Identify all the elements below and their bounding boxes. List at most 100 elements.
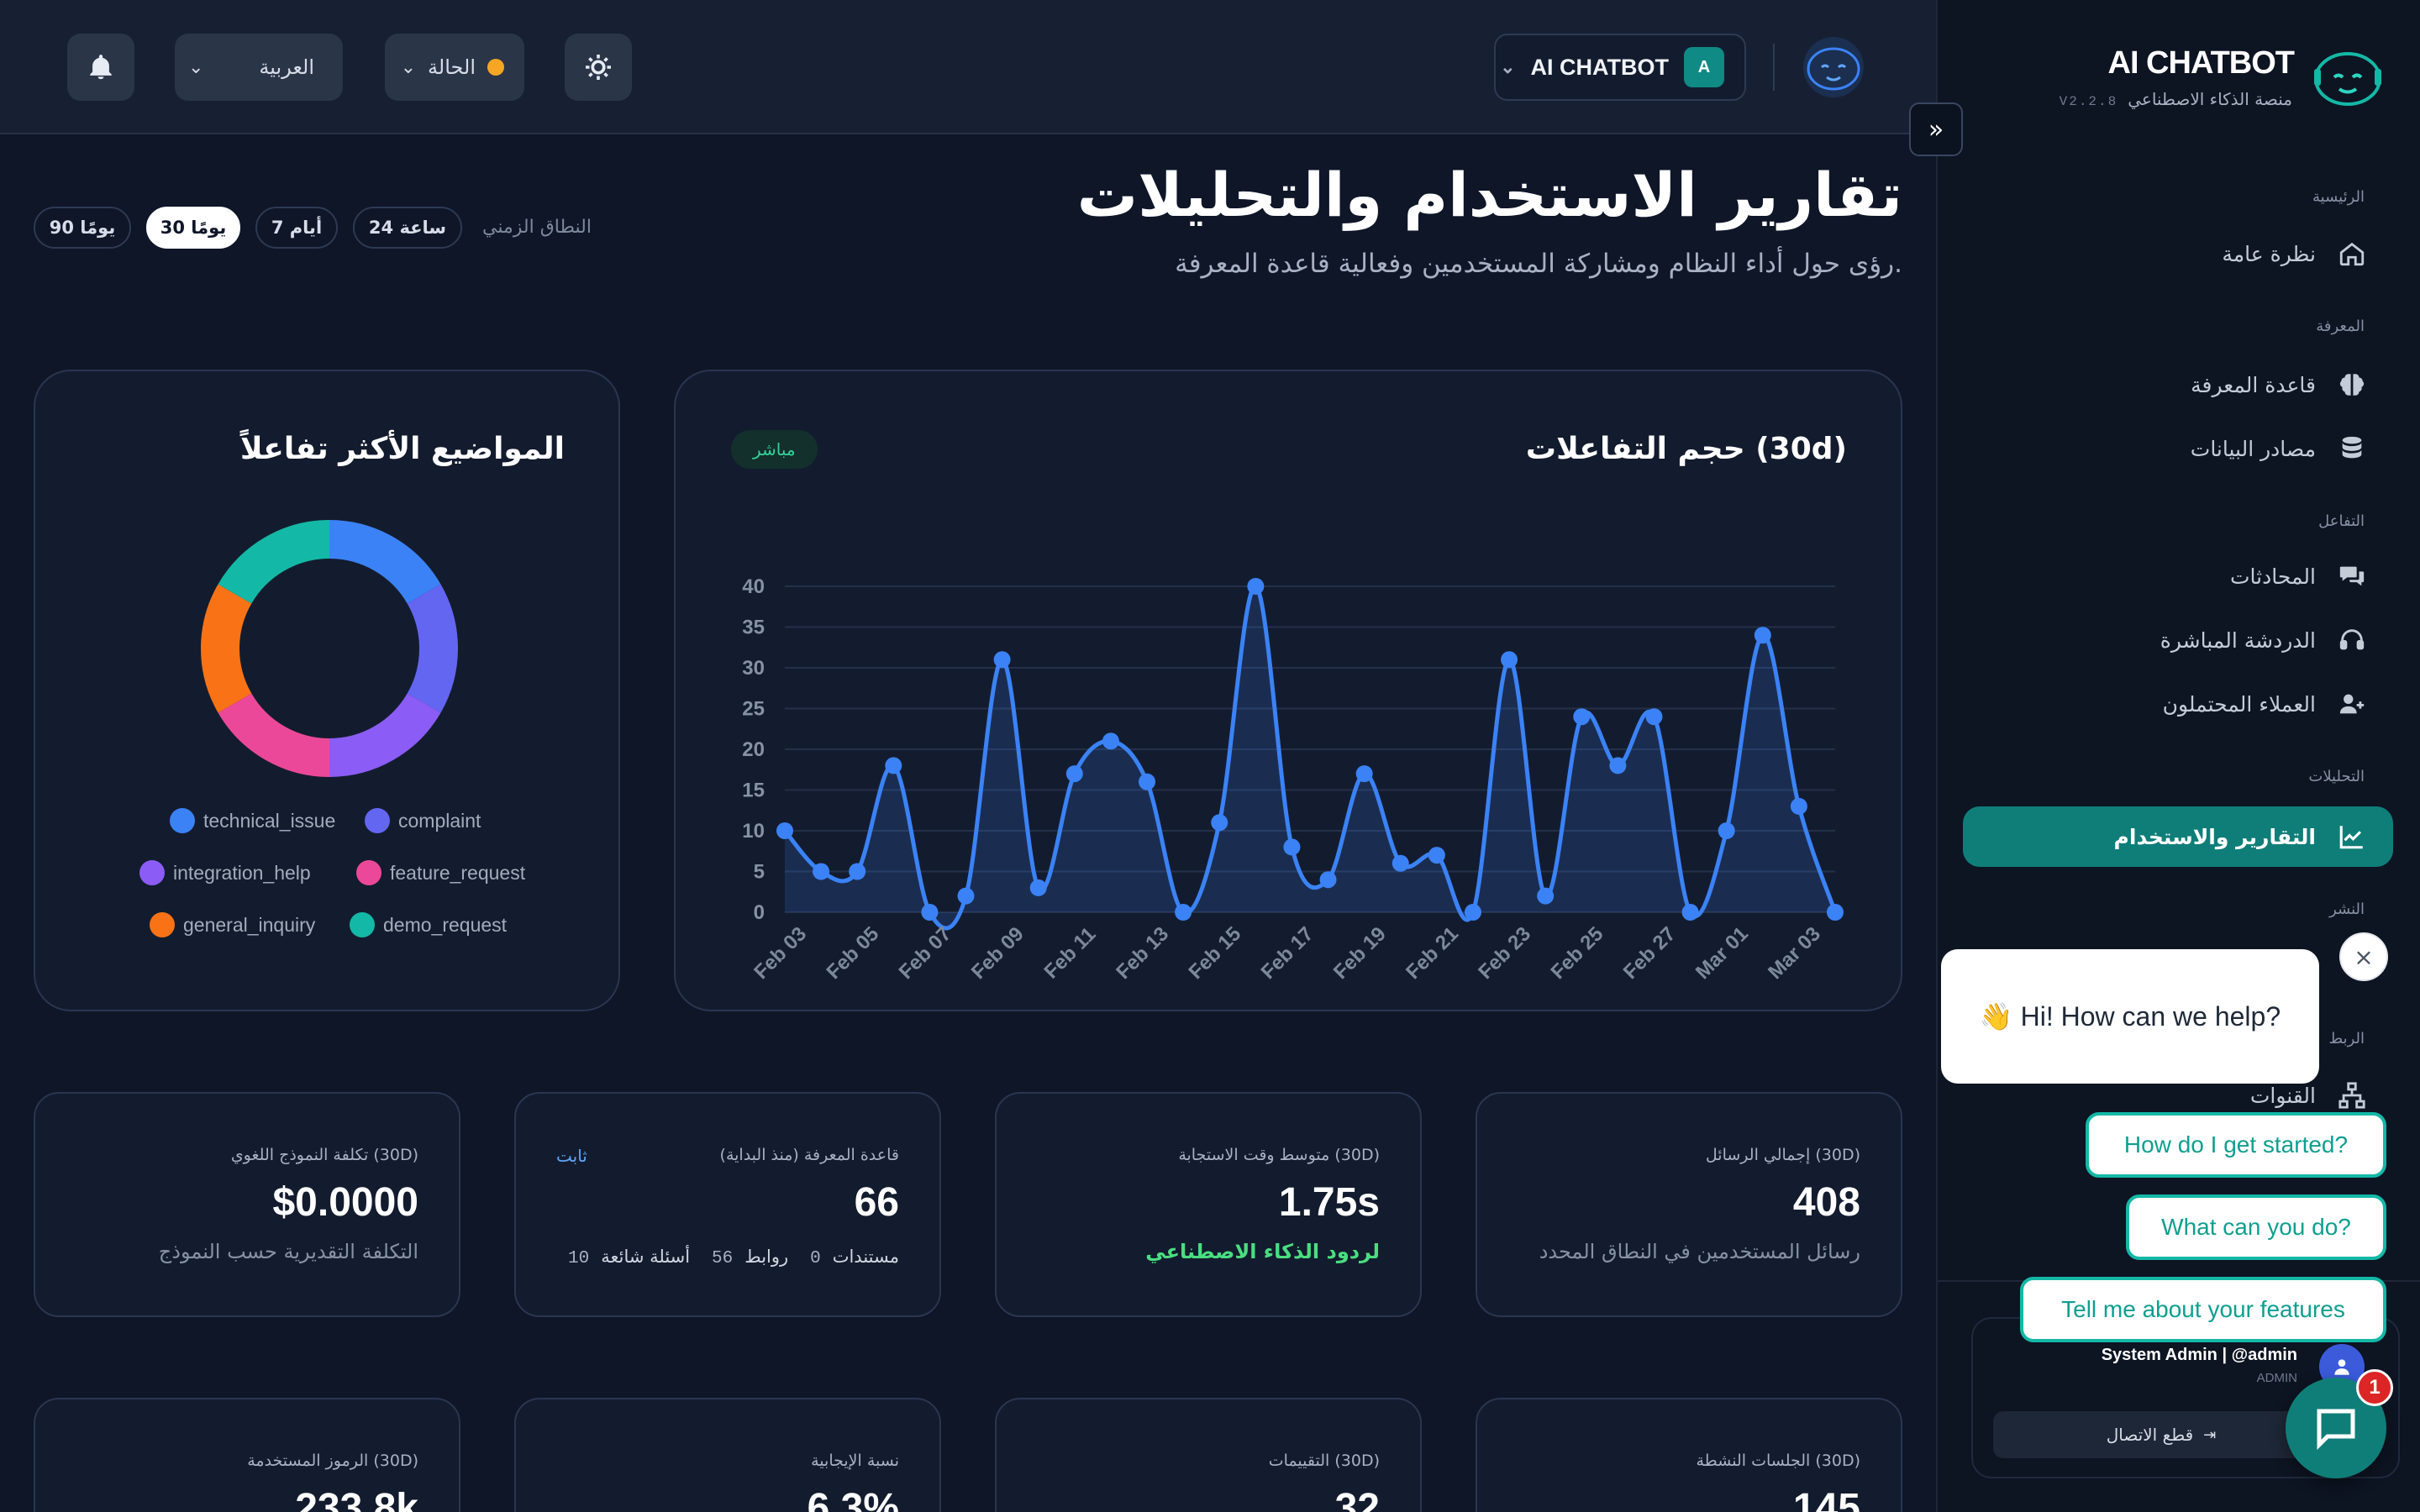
legend-swatch	[350, 912, 375, 937]
donut-slice[interactable]	[329, 520, 441, 605]
sidebar-item-data-sources[interactable]: مصادر البيانات	[2191, 425, 2366, 472]
stat-subtitle: لردود الذكاء الاصطناعي	[1145, 1240, 1380, 1263]
data-point	[1211, 814, 1228, 832]
card-title: حجم التفاعلات (30d)	[1525, 432, 1847, 466]
close-icon: ×	[2354, 942, 2374, 971]
legend-item[interactable]: technical_issue	[170, 808, 335, 833]
legend-item[interactable]: integration_help	[139, 860, 311, 885]
donut-slice[interactable]	[407, 584, 458, 713]
data-point	[885, 757, 902, 774]
legend-item[interactable]: feature_request	[356, 860, 525, 885]
donut-slice[interactable]	[329, 692, 441, 777]
chat-close-button[interactable]: ×	[2339, 932, 2388, 981]
data-point	[776, 822, 793, 839]
stat-label: التقييمات (30D)	[1268, 1452, 1380, 1470]
bot-name: AI CHATBOT	[1530, 54, 1669, 80]
data-point	[1790, 797, 1807, 815]
brand-tagline: منصة الذكاء الاصطناعي	[2128, 89, 2292, 109]
data-point	[1754, 627, 1771, 644]
chevron-down-icon: ⌄	[1500, 56, 1516, 77]
x-tick-label: Feb 07	[895, 922, 956, 984]
logout-icon: ⇥	[2203, 1425, 2217, 1444]
stat-card-knowledge-base: قاعدة المعرفة (منذ البداية) ثابت 66 مستن…	[514, 1092, 941, 1317]
static-tag: ثابت	[556, 1146, 587, 1166]
sidebar-item-reports[interactable]: التقارير والاستخدام	[1963, 806, 2393, 867]
range-90d-button[interactable]: 90 يومًا	[34, 207, 131, 249]
sidebar-item-knowledge-base[interactable]: قاعدة المعرفة	[2191, 361, 2366, 408]
data-point	[1609, 757, 1627, 774]
nav-section-connect: الربط	[2328, 1030, 2365, 1047]
y-tick-label: 10	[742, 820, 765, 843]
chevrons-right-icon: »	[1928, 114, 1944, 144]
legend-label: demo_request	[383, 913, 508, 936]
sidebar-item-leads[interactable]: العملاء المحتملون	[2163, 680, 2366, 727]
legend-swatch	[365, 808, 390, 833]
data-point	[1065, 765, 1083, 783]
page-title: تقارير الاستخدام والتحليلات	[1076, 160, 1902, 230]
bot-selector[interactable]: ⌄ AI CHATBOT A	[1494, 34, 1746, 101]
stat-card-total-messages: إجمالي الرسائل (30D) 408 رسائل المستخدمي…	[1476, 1092, 1902, 1317]
status-indicator	[487, 59, 504, 76]
notifications-button[interactable]	[67, 34, 134, 101]
sidebar-item-overview[interactable]: نظرة عامة	[2222, 230, 2366, 277]
quick-reply-button[interactable]: Tell me about your features	[2020, 1277, 2386, 1342]
stat-card-active-sessions: الجلسات النشطة (30D) 145	[1476, 1398, 1902, 1512]
stat-subtitle: التكلفة التقديرية حسب النموذج	[158, 1240, 418, 1263]
x-tick-label: Feb 09	[967, 922, 1028, 984]
time-range-label: النطاق الزمني	[482, 217, 592, 238]
topbar: ⌄ العربية ⌄ الحالة ⌄ AI CHATBOT A	[0, 0, 1936, 134]
donut-slice[interactable]	[218, 520, 330, 605]
data-point	[1283, 838, 1301, 856]
quick-reply-button[interactable]: How do I get started?	[2086, 1112, 2386, 1178]
sidebar-item-channels[interactable]: القنوات	[2250, 1072, 2366, 1119]
sidebar-item-conversations[interactable]: المحادثات	[2230, 553, 2366, 600]
bot-logo-icon	[2314, 52, 2381, 106]
main-area: ⌄ العربية ⌄ الحالة ⌄ AI CHATBOT A تقا	[0, 0, 1936, 1512]
range-7d-button[interactable]: 7 أيام	[255, 207, 338, 249]
theme-toggle-button[interactable]	[565, 34, 632, 101]
x-tick-label: Mar 01	[1691, 922, 1753, 984]
legend-label: complaint	[398, 809, 481, 832]
legend-item[interactable]: complaint	[365, 808, 481, 833]
data-point	[1681, 904, 1699, 921]
x-tick-label: Mar 03	[1764, 922, 1825, 984]
quick-reply-button[interactable]: What can you do?	[2126, 1194, 2386, 1260]
x-tick-label: Feb 17	[1257, 922, 1318, 984]
legend-label: technical_issue	[203, 809, 336, 832]
sidebar-item-label: قاعدة المعرفة	[2191, 372, 2316, 397]
legend-label: feature_request	[390, 861, 526, 884]
x-tick-label: Feb 13	[1112, 922, 1173, 984]
stat-card-ratings: التقييمات (30D) 32	[995, 1398, 1422, 1512]
legend-item[interactable]: general_inquiry	[150, 912, 315, 937]
chart-line-icon	[2339, 826, 2363, 849]
range-24h-button[interactable]: 24 ساعة	[353, 207, 462, 249]
sidebar-collapse-button[interactable]: »	[1909, 102, 1963, 156]
bell-icon	[90, 55, 112, 80]
donut-slice[interactable]	[201, 584, 252, 713]
range-30d-button[interactable]: 30 يومًا	[146, 207, 240, 249]
stat-label: متوسط وقت الاستجابة (30D)	[1178, 1146, 1380, 1164]
x-tick-label: Feb 05	[822, 922, 883, 984]
page-subtitle: رؤى حول أداء النظام ومشاركة المستخدمين و…	[1175, 249, 1902, 279]
topics-donut-chart	[201, 520, 458, 777]
data-point	[1355, 765, 1373, 783]
divider	[1773, 44, 1775, 91]
data-point	[957, 887, 975, 905]
language-select[interactable]: ⌄ العربية	[175, 34, 343, 101]
data-point	[1501, 651, 1518, 669]
bot-avatar: A	[1684, 47, 1724, 87]
sidebar-item-live-chat[interactable]: الدردشة المباشرة	[2160, 617, 2366, 664]
status-select[interactable]: ⌄ الحالة	[385, 34, 524, 101]
logout-button[interactable]: قطع الاتصال ⇥	[1993, 1411, 2329, 1458]
donut-slice[interactable]	[218, 692, 330, 777]
data-point	[1827, 904, 1844, 921]
legend-swatch	[150, 912, 175, 937]
x-tick-label: Feb 19	[1329, 922, 1391, 984]
chevron-down-icon: ⌄	[188, 56, 204, 78]
y-tick-label: 40	[742, 575, 765, 598]
home-icon	[2339, 242, 2365, 266]
data-point	[1175, 904, 1192, 921]
data-point	[1428, 847, 1445, 864]
user-role: ADMIN	[2256, 1371, 2297, 1385]
legend-item[interactable]: demo_request	[350, 912, 507, 937]
